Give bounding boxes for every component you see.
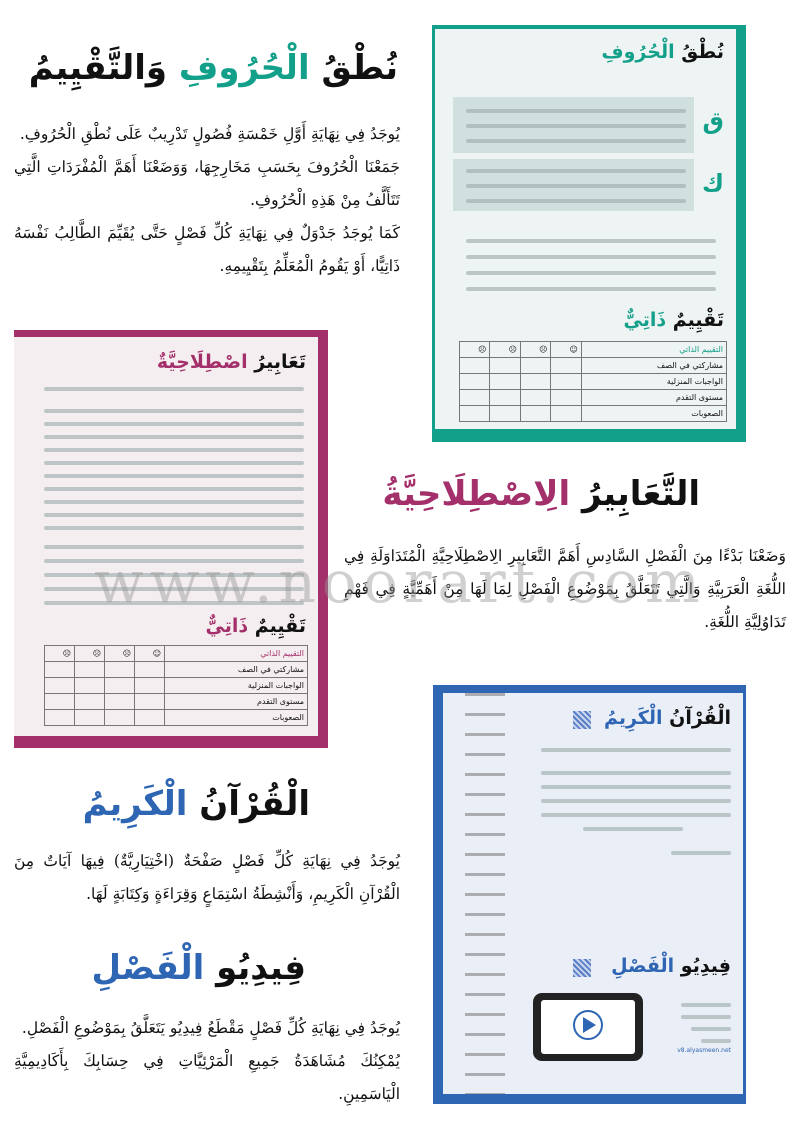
self-evaluation-table: التقييم الذاتي ☺ ☹ ☹ ☹ مشاركتي في الصف الواج…: [43, 645, 308, 726]
section-title-idioms: التَّعَابِيرُ الِاصْطِلَاحِيَّةُ: [382, 474, 700, 514]
floral-vine-decoration: [465, 693, 505, 1094]
thumbnail-idioms-page: تَعَابِيرُ اصْطِلَاحِيَّةٌ تَقْيِيمٌ ذَا…: [14, 330, 328, 748]
qr-code-icon: [573, 711, 591, 729]
self-evaluation-table: التقييم الذاتي ☺ ☹ ☹ ☹ مشاركتي في الصف الواج…: [458, 341, 728, 422]
section-text-video: يُوجَدُ فِي نِهَايَةِ كُلِّ فَصْلٍ مَقْط…: [14, 1019, 400, 1103]
letter-qaf: ق: [702, 107, 724, 135]
section-title-video: فِيدِيُو الْفَصْلِ: [91, 948, 306, 988]
qr-code-icon: [573, 959, 591, 977]
section-title-quran: الْقُرْآنُ الْكَرِيمُ: [82, 784, 310, 824]
website-url: v8.alyasmeen.net: [677, 1047, 731, 1054]
thumbnail-quran-page: الْقُرْآنُ الْكَرِيمُ فِيدِيُو الْفَصْلِ…: [433, 685, 746, 1104]
section-text-quran: يُوجَدُ فِي نِهَايَةِ كُلِّ فَصْلٍ صَفْح…: [14, 852, 400, 903]
tablet-play-video-icon: [533, 993, 643, 1061]
section-title-pronunciation: نُطْقُ الْحُرُوفِ وَالتَّقْيِيمُ: [28, 48, 398, 88]
letter-kaf: ك: [702, 169, 724, 197]
thumbnail-pronunciation-page: نُطْقُ الْحُرُوفِ ق ك تَقْيِيمٌ ذَاتِيٌّ…: [432, 25, 746, 442]
section-text-pronunciation: يُوجَدُ فِي نِهَايَةِ أَوَّلِ خَمْسَةِ ف…: [14, 125, 400, 275]
section-text-idioms: وَضَعْنَا بَدْءًا مِنَ الْفَصْلِ السَّاد…: [344, 547, 786, 631]
